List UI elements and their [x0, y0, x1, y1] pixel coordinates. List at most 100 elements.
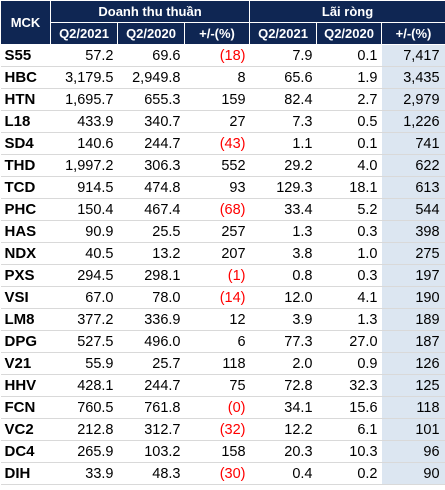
- profit-q2-2020-cell: 1.0: [316, 242, 382, 265]
- profit-q2-2021-cell: 65.6: [249, 66, 317, 89]
- table-row: TCD 914.5 474.8 93 129.3 18.1 613: [0, 176, 445, 199]
- table-row: FCN 760.5 761.8 (0) 34.1 15.6 118: [0, 396, 445, 419]
- profit-change-cell: 544: [381, 198, 445, 221]
- table-row: PHC 150.4 467.4 (68) 33.4 5.2 544: [0, 198, 445, 221]
- revenue-change-cell: 158: [184, 440, 250, 463]
- revenue-q2-2021-cell: 760.5: [50, 396, 118, 419]
- table-row: HBC 3,179.5 2,949.8 8 65.6 1.9 3,435: [0, 66, 445, 89]
- table-row: THD 1,997.2 306.3 552 29.2 4.0 622: [0, 154, 445, 177]
- revenue-q2-2020-cell: 474.8: [117, 176, 185, 199]
- table-row: HHV 428.1 244.7 75 72.8 32.3 125: [0, 374, 445, 397]
- ticker-cell: TCD: [0, 176, 51, 199]
- profit-q2-2021-cell: 34.1: [249, 396, 317, 419]
- profit-change-cell: 125: [381, 374, 445, 397]
- profit-q2-2021-cell: 82.4: [249, 88, 317, 111]
- profit-q2-2020-cell: 18.1: [316, 176, 382, 199]
- revenue-q2-2020-cell: 13.2: [117, 242, 185, 265]
- ticker-cell: PXS: [0, 264, 51, 287]
- revenue-q2-2021-cell: 40.5: [50, 242, 118, 265]
- revenue-q2-2021-cell: 428.1: [50, 374, 118, 397]
- ticker-cell: THD: [0, 154, 51, 177]
- revenue-change-cell: 257: [184, 220, 250, 243]
- revenue-change-cell: 12: [184, 308, 250, 331]
- table-body: S55 57.2 69.6 (18) 7.9 0.1 7,417 HBC 3,179.5 2,94…: [0, 44, 445, 485]
- profit-q2-2021-cell: 0.4: [249, 462, 317, 485]
- revenue-change-cell: (68): [184, 198, 250, 221]
- header-revenue-change: +/-(%): [183, 22, 251, 45]
- revenue-q2-2021-cell: 90.9: [50, 220, 118, 243]
- revenue-change-cell: 8: [184, 66, 250, 89]
- revenue-q2-2020-cell: 48.3: [117, 462, 185, 485]
- profit-q2-2020-cell: 2.7: [316, 88, 382, 111]
- profit-change-cell: 187: [381, 330, 445, 353]
- revenue-q2-2021-cell: 67.0: [50, 286, 118, 309]
- profit-change-cell: 126: [381, 352, 445, 375]
- profit-change-cell: 101: [381, 418, 445, 441]
- header-group-revenue: Doanh thu thuần: [49, 0, 251, 23]
- profit-q2-2020-cell: 4.0: [316, 154, 382, 177]
- ticker-cell: S55: [0, 44, 51, 67]
- ticker-cell: NDX: [0, 242, 51, 265]
- profit-q2-2020-cell: 0.2: [316, 462, 382, 485]
- profit-change-cell: 2,979: [381, 88, 445, 111]
- ticker-cell: DC4: [0, 440, 51, 463]
- ticker-cell: DPG: [0, 330, 51, 353]
- revenue-change-cell: 118: [184, 352, 250, 375]
- table-row: V21 55.9 25.7 118 2.0 0.9 126: [0, 352, 445, 375]
- profit-change-cell: 7,417: [381, 44, 445, 67]
- revenue-change-cell: 159: [184, 88, 250, 111]
- revenue-q2-2020-cell: 467.4: [117, 198, 185, 221]
- header-profit-change: +/-(%): [381, 22, 445, 45]
- header-group-net-profit: Lãi ròng: [249, 0, 445, 23]
- revenue-change-cell: 27: [184, 110, 250, 133]
- revenue-q2-2020-cell: 655.3: [117, 88, 185, 111]
- revenue-change-cell: 93: [184, 176, 250, 199]
- revenue-q2-2020-cell: 2,949.8: [117, 66, 185, 89]
- profit-change-cell: 613: [381, 176, 445, 199]
- profit-q2-2020-cell: 1.9: [316, 66, 382, 89]
- profit-q2-2021-cell: 7.3: [249, 110, 317, 133]
- profit-q2-2020-cell: 32.3: [316, 374, 382, 397]
- ticker-cell: VC2: [0, 418, 51, 441]
- profit-q2-2021-cell: 1.3: [249, 220, 317, 243]
- table-row: DC4 265.9 103.2 158 20.3 10.3 96: [0, 440, 445, 463]
- table-row: DPG 527.5 496.0 6 77.3 27.0 187: [0, 330, 445, 353]
- profit-change-cell: 118: [381, 396, 445, 419]
- profit-change-cell: 190: [381, 286, 445, 309]
- profit-change-cell: 622: [381, 154, 445, 177]
- profit-change-cell: 275: [381, 242, 445, 265]
- revenue-q2-2020-cell: 244.7: [117, 374, 185, 397]
- profit-q2-2020-cell: 0.1: [316, 132, 382, 155]
- table-row: HAS 90.9 25.5 257 1.3 0.3 398: [0, 220, 445, 243]
- revenue-q2-2020-cell: 306.3: [117, 154, 185, 177]
- profit-q2-2021-cell: 3.8: [249, 242, 317, 265]
- revenue-q2-2021-cell: 57.2: [50, 44, 118, 67]
- profit-q2-2020-cell: 0.5: [316, 110, 382, 133]
- revenue-q2-2021-cell: 140.6: [50, 132, 118, 155]
- profit-q2-2021-cell: 33.4: [249, 198, 317, 221]
- revenue-q2-2020-cell: 25.7: [117, 352, 185, 375]
- profit-change-cell: 3,435: [381, 66, 445, 89]
- profit-q2-2021-cell: 20.3: [249, 440, 317, 463]
- revenue-q2-2020-cell: 25.5: [117, 220, 185, 243]
- profit-q2-2021-cell: 77.3: [249, 330, 317, 353]
- profit-q2-2020-cell: 1.3: [316, 308, 382, 331]
- profit-q2-2020-cell: 5.2: [316, 198, 382, 221]
- profit-q2-2021-cell: 72.8: [249, 374, 317, 397]
- table-row: S55 57.2 69.6 (18) 7.9 0.1 7,417: [0, 44, 445, 67]
- profit-q2-2021-cell: 129.3: [249, 176, 317, 199]
- table-row: DIH 33.9 48.3 (30) 0.4 0.2 90: [0, 462, 445, 485]
- revenue-q2-2021-cell: 1,997.2: [50, 154, 118, 177]
- header-revenue-q2-2021: Q2/2021: [50, 22, 118, 45]
- revenue-q2-2020-cell: 69.6: [117, 44, 185, 67]
- revenue-change-cell: (30): [184, 462, 250, 485]
- revenue-change-cell: 207: [184, 242, 250, 265]
- profit-change-cell: 90: [381, 462, 445, 485]
- profit-q2-2020-cell: 4.1: [316, 286, 382, 309]
- profit-q2-2020-cell: 27.0: [316, 330, 382, 353]
- revenue-change-cell: (1): [184, 264, 250, 287]
- revenue-q2-2021-cell: 150.4: [50, 198, 118, 221]
- revenue-change-cell: (18): [184, 44, 250, 67]
- header-revenue-q2-2020: Q2/2020: [117, 22, 185, 45]
